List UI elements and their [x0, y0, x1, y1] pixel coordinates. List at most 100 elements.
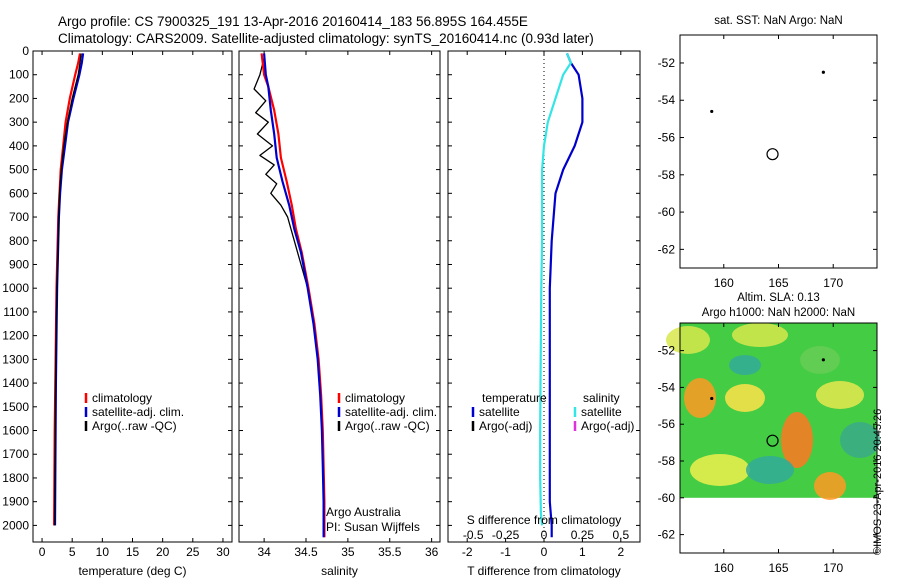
- temperature-ytick-label: 1300: [2, 352, 29, 366]
- sla-map-neighbour-dot: [710, 396, 714, 401]
- sla-map-field-blob: [781, 412, 813, 468]
- difference-top-tick-label: 0.25: [571, 528, 595, 542]
- sla-map-ytick-label: -54: [658, 380, 676, 394]
- sla-map-ytick-label: -60: [658, 491, 676, 505]
- temperature-ytick-label: 1500: [2, 400, 29, 414]
- temperature-ytick-label: 400: [9, 139, 29, 153]
- sst-map-ytick-label: -60: [658, 205, 676, 219]
- temperature-legend-label: Argo(..raw -QC): [92, 419, 177, 433]
- sla-map-field-blob: [816, 381, 864, 409]
- sla-map-profile-location-marker: [766, 434, 779, 447]
- sla-map-ytick-label: -62: [658, 528, 676, 542]
- sla-map-xtick-label: 160: [714, 561, 734, 575]
- difference-t-axis-label: T difference from climatology: [467, 564, 621, 578]
- sst-map-ytick-label: -58: [658, 168, 676, 182]
- temperature-legend-label: climatology: [92, 391, 152, 405]
- difference-temperature-legend-label: Argo(-adj): [479, 419, 532, 433]
- temperature-ytick-label: 1200: [2, 329, 29, 343]
- temperature-ytick-label: 200: [9, 91, 29, 105]
- salinity-legend-label: climatology: [345, 391, 405, 405]
- salinity-axis-label: salinity: [321, 564, 358, 578]
- temperature-ytick-label: 1000: [2, 281, 29, 295]
- temperature-xtick-label: 10: [96, 545, 110, 559]
- difference-top-tick-label: -0.5: [463, 528, 484, 542]
- temperature-ytick-label: 700: [9, 210, 29, 224]
- salinity-argo-line: [253, 57, 324, 431]
- sla-map-field-blob: [800, 346, 840, 374]
- temperature-ytick-label: 1600: [2, 424, 29, 438]
- sst-map-ytick-label: -54: [658, 93, 676, 107]
- difference-salinity-legend-label: satellite: [581, 405, 622, 419]
- sla-map-ytick-label: -56: [658, 417, 676, 431]
- sla-map-field-blob: [690, 454, 750, 486]
- difference-s-axis-label: S difference from climatology: [467, 513, 622, 527]
- temperature-ytick-label: 800: [9, 234, 29, 248]
- sla-map-xtick-label: 165: [768, 561, 788, 575]
- temperature-ytick-label: 1700: [2, 447, 29, 461]
- salinity-satellite-line: [263, 53, 325, 538]
- temperature-ytick-label: 0: [22, 44, 29, 58]
- salinity-legend-label: Argo(..raw -QC): [345, 419, 430, 433]
- sla-map-field-blob: [746, 456, 794, 484]
- temperature-ytick-label: 900: [9, 257, 29, 271]
- sst-map-panel-frame: [679, 34, 878, 269]
- salinity-annotation-line-2: PI: Susan Wijffels: [326, 520, 420, 534]
- sla-map-title: Altim. SLA: 0.13: [737, 292, 819, 304]
- temperature-ytick-label: 600: [9, 186, 29, 200]
- difference-xtick-label: 1: [579, 545, 586, 559]
- difference-top-tick-label: 0: [541, 528, 548, 542]
- sla-map-field-blob: [732, 323, 788, 347]
- temperature-ytick-label: 2000: [2, 518, 29, 532]
- temperature-ytick-label: 100: [9, 68, 29, 82]
- salinity-legend-label: satellite-adj. clim.: [345, 405, 437, 419]
- difference-top-tick-label: 0.5: [612, 528, 629, 542]
- salinity-annotation-line-1: Argo Australia: [326, 505, 401, 519]
- temperature-panel-frame: [32, 50, 233, 543]
- sla-map-xtick-label: 170: [823, 561, 843, 575]
- temperature-axis-label: temperature (deg C): [78, 564, 186, 578]
- temperature-ytick-label: 500: [9, 163, 29, 177]
- sst-map-neighbour-dot: [821, 70, 825, 74]
- difference-xtick-label: 2: [617, 545, 624, 559]
- salinity-xtick-label: 35.5: [378, 545, 402, 559]
- difference-xtick-label: -1: [500, 545, 511, 559]
- temperature-ytick-label: 1100: [3, 305, 29, 319]
- sst-map-xtick-label: 170: [823, 276, 843, 290]
- difference-panel-frame: [447, 50, 641, 543]
- difference-temperature-satellite-line: [548, 52, 584, 538]
- difference-legend-salinity-title: salinity: [583, 391, 620, 405]
- header-line-1: Argo profile: CS 7900325_191 13-Apr-2016…: [58, 14, 528, 29]
- header-line-2: Climatology: CARS2009. Satellite-adjuste…: [58, 31, 594, 46]
- temperature-ytick-label: 1900: [2, 495, 29, 509]
- sla-map-field-blob: [725, 384, 765, 412]
- sst-map-xtick-label: 160: [714, 276, 734, 290]
- temperature-legend-label: satellite-adj. clim.: [92, 405, 184, 419]
- temperature-xtick-label: 30: [216, 545, 230, 559]
- difference-legend-temperature-title: temperature: [482, 391, 547, 405]
- sst-map-ytick-label: -56: [658, 131, 676, 145]
- sst-map-title: sat. SST: NaN Argo: NaN: [714, 15, 842, 27]
- sst-map-xtick-label: 165: [768, 276, 788, 290]
- sst-map-ytick-label: -52: [658, 56, 676, 70]
- salinity-panel-frame: [238, 50, 441, 543]
- sla-map-ytick-label: -58: [658, 454, 676, 468]
- temperature-xtick-label: 20: [156, 545, 170, 559]
- temperature-xtick-label: 5: [69, 545, 76, 559]
- difference-salinity-satellite-line: [539, 52, 573, 526]
- salinity-xtick-label: 34: [257, 545, 271, 559]
- sst-map-profile-location-marker: [766, 148, 779, 161]
- sst-map-neighbour-dot: [710, 109, 714, 114]
- temperature-ytick-label: 1800: [2, 471, 29, 485]
- temperature-ytick-label: 300: [9, 115, 29, 129]
- temperature-xtick-label: 25: [186, 545, 200, 559]
- sla-map-neighbour-dot: [821, 358, 825, 362]
- difference-salinity-legend-label: Argo(-adj): [581, 419, 634, 433]
- salinity-climatology-line: [260, 53, 326, 538]
- sst-map-ytick-label: -62: [658, 242, 676, 256]
- difference-top-tick-label: -0.25: [492, 528, 520, 542]
- sla-map-field-blob: [684, 378, 716, 418]
- difference-temperature-legend-label: satellite: [479, 405, 520, 419]
- sla-map-field-blob: [814, 472, 846, 500]
- sla-map-field-blob: [666, 326, 710, 354]
